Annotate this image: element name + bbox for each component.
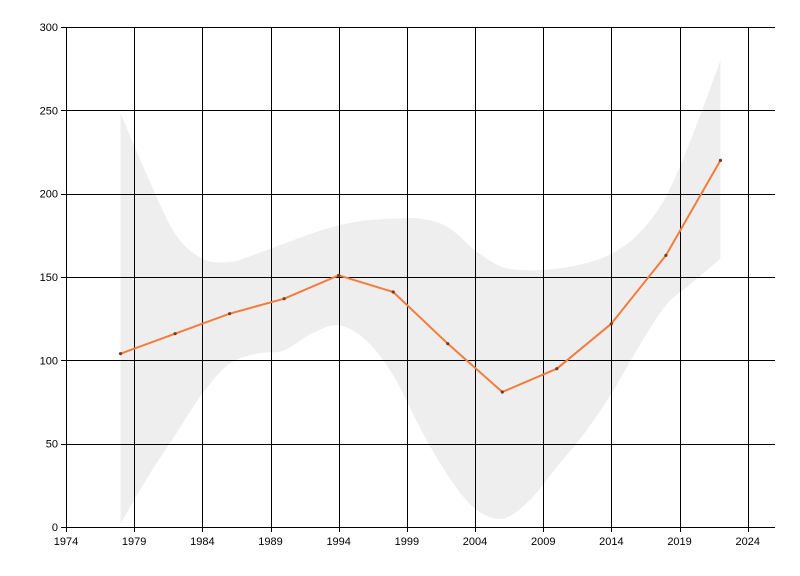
data-point <box>282 297 286 301</box>
x-tick-label: 1994 <box>326 536 350 548</box>
data-point <box>391 290 395 294</box>
y-tick-label: 250 <box>40 105 58 117</box>
data-point <box>664 253 668 257</box>
x-tick-label: 2019 <box>667 536 691 548</box>
data-point <box>446 342 450 346</box>
x-tick-label: 1984 <box>190 536 214 548</box>
series-line <box>120 159 722 393</box>
x-tick-label: 2004 <box>463 536 487 548</box>
series-line-layer <box>120 159 722 393</box>
data-point <box>555 367 559 371</box>
x-tick-label: 1979 <box>122 536 146 548</box>
x-tick-label: 1999 <box>395 536 419 548</box>
y-tick-label: 300 <box>40 22 58 34</box>
data-point <box>173 332 177 336</box>
confidence-band-layer <box>120 60 721 524</box>
x-tick-label: 2024 <box>735 536 759 548</box>
y-tick-label: 100 <box>40 355 58 367</box>
y-tick-label: 150 <box>40 272 58 284</box>
axis-layer <box>66 27 775 528</box>
x-tick-label: 2014 <box>599 536 623 548</box>
data-point <box>500 390 504 394</box>
x-tick-label: 2009 <box>531 536 555 548</box>
series-point-layer <box>118 158 723 394</box>
tick-label-layer: 1974 1979 1984 1989 1994 1999 2004 2009 2014 2019… <box>40 22 760 548</box>
data-point <box>609 322 613 326</box>
x-tick-label: 1989 <box>258 536 282 548</box>
data-point <box>337 273 341 277</box>
x-tick-label: 1974 <box>54 536 78 548</box>
data-point <box>228 312 232 316</box>
confidence-band <box>120 60 721 524</box>
y-tick-label: 0 <box>52 522 58 534</box>
y-tick-label: 200 <box>40 189 58 201</box>
y-tick-label: 50 <box>46 439 58 451</box>
data-point <box>118 352 123 356</box>
data-point <box>718 158 723 162</box>
